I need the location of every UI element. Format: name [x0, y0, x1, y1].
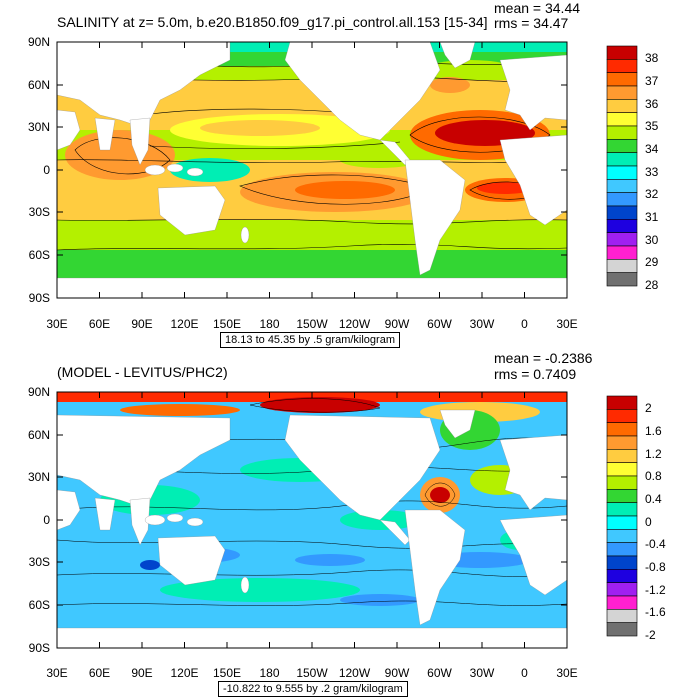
lon-tick: 180	[259, 317, 280, 331]
colorbar-swatch	[606, 622, 638, 637]
lon-tick: 120E	[170, 666, 199, 680]
colorbar-label: 33	[645, 164, 659, 179]
lon-tick: 60E	[88, 666, 111, 680]
colorbar-swatch	[606, 422, 638, 437]
lat-tick: 90N	[27, 385, 50, 399]
colorbar-label: 0.4	[645, 492, 662, 506]
lat-tick: 90S	[28, 641, 50, 655]
colorbar-swatch	[606, 409, 638, 423]
contour-info: -10.822 to 9.555 by .2 gram/kilogram	[218, 681, 408, 697]
colorbar-label: -1.6	[645, 605, 666, 620]
lat-tick: 0	[43, 163, 50, 177]
mean-value: mean = -0.2386	[494, 350, 593, 366]
colorbar-swatch	[606, 489, 638, 503]
colorbar-swatch	[606, 555, 638, 570]
colorbar-label: 0	[645, 514, 652, 529]
panel-title: (MODEL - LEVITUS/PHC2)	[57, 364, 228, 380]
colorbar-label: 38	[645, 51, 659, 66]
lon-tick: 150E	[212, 317, 242, 331]
rms-value: rms = 0.7409	[494, 366, 577, 382]
colorbar-swatch	[606, 449, 638, 463]
lat-tick: 30N	[27, 470, 50, 484]
lat-tick: 60N	[27, 78, 50, 92]
rms-value: rms = 34.47	[494, 15, 569, 31]
lon-tick: 0	[521, 666, 528, 680]
lon-tick: 90E	[131, 666, 153, 680]
lon-tick: 30W	[469, 666, 495, 680]
lat-tick: 0	[43, 513, 50, 527]
panel-title: SALINITY at z= 5.0m, b.e20.B1850.f09_g17…	[57, 14, 488, 30]
lon-tick: 30W	[469, 317, 495, 331]
colorbar-swatch	[606, 502, 638, 517]
lon-tick: 30E	[46, 317, 68, 331]
lon-tick: 180	[259, 666, 280, 680]
lon-tick: 60W	[427, 317, 452, 331]
lon-tick: 90W	[384, 317, 410, 331]
mean-value: mean = 34.44	[494, 0, 581, 16]
lon-tick: 120W	[338, 317, 371, 331]
colorbar-label: 29	[645, 255, 659, 270]
colorbar-label: 36	[645, 96, 659, 111]
lat-tick: 60S	[28, 248, 50, 262]
colorbar-swatch	[606, 395, 638, 410]
colorbar-label: -0.4	[645, 537, 666, 552]
colorbar-label: -1.2	[645, 582, 666, 597]
colorbar-swatch	[606, 529, 638, 543]
colorbar-swatch	[606, 609, 638, 623]
lon-tick: 120E	[170, 317, 199, 331]
lat-tick: 90S	[28, 291, 50, 305]
colorbar-swatch	[606, 475, 638, 490]
colorbar-label: 34	[645, 142, 659, 156]
x-axis-ticks	[99, 392, 525, 648]
colorbar-label: 30	[645, 232, 659, 247]
colorbar-swatch	[606, 542, 638, 557]
colorbar-swatch	[606, 272, 638, 287]
lat-tick: 30S	[28, 205, 50, 219]
x-axis-ticks	[99, 42, 525, 298]
lat-tick: 60N	[27, 428, 50, 442]
colorbar-swatch	[606, 462, 638, 477]
colorbar-swatch	[606, 582, 638, 597]
y-axis-ticks	[57, 41, 567, 256]
colorbar-label: 35	[645, 119, 659, 134]
colorbar-swatch	[606, 569, 638, 583]
lon-tick: 30E	[556, 666, 578, 680]
colorbar-label: 2	[645, 401, 652, 416]
lat-tick: 90N	[27, 35, 50, 49]
colorbar-label: 1.2	[645, 446, 662, 461]
colorbar-top	[606, 45, 638, 287]
lon-tick: 150E	[212, 666, 242, 680]
colorbar-label: 28	[645, 278, 659, 292]
colorbar-label: 1.6	[645, 424, 662, 438]
lat-tick: 60S	[28, 598, 50, 612]
lat-tick: 30N	[27, 120, 50, 134]
colorbar-swatch	[606, 595, 638, 610]
colorbar-label: 37	[645, 74, 659, 88]
y-axis-ticks	[57, 391, 567, 606]
lon-tick: 30E	[46, 666, 68, 680]
lon-tick: 0	[521, 317, 528, 331]
lon-tick: 90E	[131, 317, 153, 331]
colorbar-bottom	[606, 395, 638, 637]
colorbar-swatch	[606, 435, 638, 450]
contour-info: 18.13 to 45.35 by .5 gram/kilogram	[220, 332, 400, 348]
lon-tick: 150W	[296, 317, 328, 331]
colorbar-label: 31	[645, 210, 659, 224]
colorbar-swatch	[606, 515, 638, 530]
lon-tick: 90W	[384, 666, 410, 680]
lon-tick: 150W	[296, 666, 328, 680]
colorbar-label: 32	[645, 187, 659, 202]
lon-tick: 60E	[88, 317, 111, 331]
lon-tick: 120W	[338, 666, 371, 680]
colorbar-label: 0.8	[645, 469, 662, 484]
lon-tick: 30E	[556, 317, 578, 331]
colorbar-label: -2	[645, 628, 656, 642]
lon-tick: 60W	[427, 666, 452, 680]
colorbar-label: -0.8	[645, 560, 666, 574]
lat-tick: 30S	[28, 555, 50, 569]
